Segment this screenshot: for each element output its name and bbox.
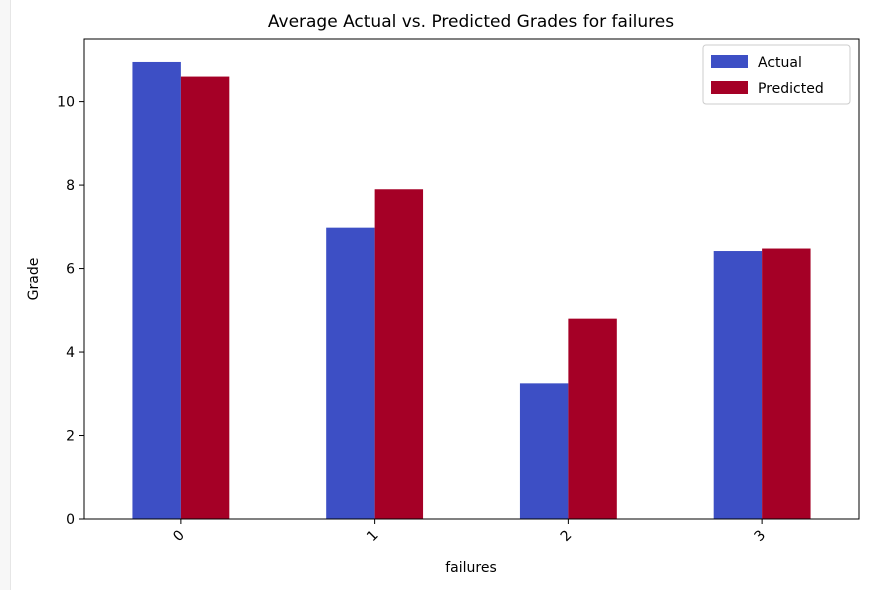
x-tick-label: 0 [170,527,188,545]
x-axis-label: failures [445,560,497,576]
legend: Actual Predicted [702,44,851,105]
x-tick-label: 3 [751,527,769,545]
x-axis-ticks: 0 1 2 3 [170,519,769,545]
bar-predicted-2 [568,318,617,519]
legend-label-predicted: Predicted [758,81,824,97]
chart-title: Average Actual vs. Predicted Grades for … [268,12,674,32]
y-tick-label: 2 [66,429,75,445]
bar-actual-2 [519,383,569,519]
notebook-gutter [0,0,11,590]
x-tick-label: 2 [558,527,576,545]
bar-actual-0 [132,61,181,520]
y-tick-label: 6 [66,262,75,278]
y-axis-ticks: 0 2 4 6 8 10 [57,95,84,528]
bar-predicted-0 [180,76,230,519]
y-tick-label: 4 [66,345,75,361]
x-tick-label: 1 [364,527,382,545]
plot-frame [83,38,860,520]
bar-actual-3 [713,251,763,519]
bar-predicted-3 [762,248,811,519]
legend-label-actual: Actual [758,55,802,71]
bar-actual-1 [326,227,375,519]
bars-group [132,61,811,520]
bar-predicted-1 [374,189,424,519]
y-axis-label: Grade [26,258,42,301]
legend-swatch-predicted [711,81,748,94]
y-tick-label: 10 [57,95,75,111]
y-tick-label: 8 [66,178,75,194]
legend-swatch-actual [711,55,748,68]
y-tick-label: 0 [66,512,75,528]
